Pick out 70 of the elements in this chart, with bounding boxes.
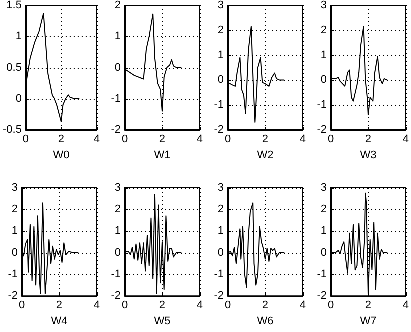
x-tick-label: 2 bbox=[365, 300, 372, 312]
y-tick-label: -2 bbox=[214, 290, 224, 302]
x-tick-label: 4 bbox=[300, 300, 306, 312]
y-tick-label: 3 bbox=[12, 182, 18, 194]
y-tick-label: -2 bbox=[8, 290, 18, 302]
y-tick-label: 0 bbox=[218, 74, 224, 86]
x-tick-label: 2 bbox=[159, 300, 166, 312]
y-tick-label: 2 bbox=[12, 204, 18, 216]
y-tick-label: -2 bbox=[111, 290, 121, 302]
y-tick-label: 2 bbox=[218, 24, 224, 36]
y-tick-label: -2 bbox=[111, 124, 121, 136]
x-axis-title: W2 bbox=[257, 149, 274, 162]
x-tick-label: 4 bbox=[300, 134, 306, 146]
y-tick-label: 3 bbox=[320, 182, 327, 194]
x-tick-label: 4 bbox=[402, 300, 410, 312]
y-tick-label: -1 bbox=[317, 268, 327, 280]
x-axis-title: W4 bbox=[51, 316, 68, 328]
y-tick-label: 1 bbox=[218, 225, 224, 238]
y-tick-label: 3 bbox=[218, 0, 224, 12]
y-tick-label: 0 bbox=[12, 246, 18, 259]
x-tick-label: 4 bbox=[196, 300, 204, 312]
y-tick-label: -1 bbox=[214, 99, 224, 112]
x-tick-label: 2 bbox=[56, 300, 63, 312]
y-tick-label: 0 bbox=[114, 246, 121, 259]
x-tick-label: 2 bbox=[159, 134, 166, 146]
y-tick-label: 0.5 bbox=[6, 62, 22, 74]
y-tick-label: 1 bbox=[114, 30, 121, 43]
x-axis-title: W1 bbox=[154, 149, 171, 162]
y-tick-label: 1.5 bbox=[6, 0, 22, 12]
x-tick-label: 4 bbox=[402, 134, 410, 146]
x-tick-label: 2 bbox=[262, 134, 269, 146]
y-tick-label: -2 bbox=[317, 124, 327, 136]
y-tick-label: -2 bbox=[317, 290, 327, 302]
y-tick-label: 0 bbox=[114, 62, 121, 74]
y-tick-label: 3 bbox=[218, 182, 224, 194]
x-axis-title: W6 bbox=[257, 316, 274, 328]
y-tick-label: -1 bbox=[111, 268, 121, 280]
y-tick-label: 2 bbox=[320, 24, 327, 36]
y-tick-label: 0 bbox=[320, 246, 327, 259]
x-tick-label: 4 bbox=[196, 134, 204, 146]
x-tick-label: 4 bbox=[94, 300, 100, 312]
y-tick-label: 1 bbox=[12, 225, 18, 238]
y-tick-label: 2 bbox=[114, 204, 121, 216]
y-tick-label: 1 bbox=[218, 49, 224, 62]
x-tick-label: 2 bbox=[58, 134, 65, 146]
x-tick-label: 2 bbox=[262, 300, 269, 312]
x-axis-title: W0 bbox=[53, 149, 70, 162]
x-tick-label: 2 bbox=[365, 134, 372, 146]
y-tick-label: 0 bbox=[218, 246, 224, 259]
y-tick-label: 2 bbox=[218, 204, 224, 216]
x-tick-label: 4 bbox=[94, 134, 100, 146]
y-tick-label: -1 bbox=[111, 92, 121, 105]
y-tick-label: 0 bbox=[320, 74, 327, 86]
y-tick-label: 2 bbox=[114, 0, 121, 12]
y-tick-label: 1 bbox=[320, 225, 327, 238]
y-tick-label: 1 bbox=[16, 30, 22, 43]
y-tick-label: 1 bbox=[114, 225, 121, 238]
y-tick-label: 0 bbox=[16, 92, 22, 105]
y-tick-label: 3 bbox=[114, 182, 121, 194]
y-tick-label: -2 bbox=[214, 124, 224, 136]
y-tick-label: -1 bbox=[214, 268, 224, 280]
y-tick-label: -1 bbox=[8, 268, 18, 280]
x-axis-title: W7 bbox=[360, 316, 377, 328]
x-axis-title: W5 bbox=[154, 316, 171, 328]
y-tick-label: 2 bbox=[320, 204, 327, 216]
y-tick-label: 3 bbox=[320, 0, 327, 12]
x-axis-title: W3 bbox=[360, 149, 377, 162]
y-tick-label: 1 bbox=[320, 49, 327, 62]
y-tick-label: -0.5 bbox=[2, 124, 22, 136]
y-tick-label: -1 bbox=[317, 99, 327, 112]
